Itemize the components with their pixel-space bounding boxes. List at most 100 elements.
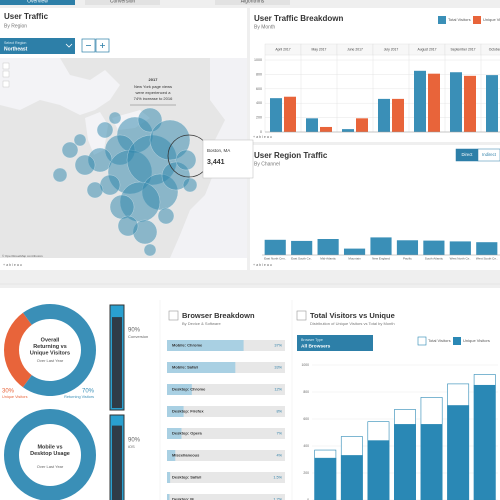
y-tick-label: 200 [303, 471, 309, 475]
panel-subtitle: Distribution of Unique Visitors vs Total… [310, 321, 395, 326]
bar [317, 239, 339, 255]
legend-label: Unique Visitors [463, 338, 490, 343]
tab-label: Algorithms [241, 0, 265, 4]
x-tick-label: South Atlantic [425, 256, 444, 260]
y-tick-label: 400 [303, 444, 309, 448]
tooltip [202, 139, 254, 179]
row-label: Desktop: Opera [172, 431, 203, 436]
panel-subtitle: By Month [254, 24, 275, 30]
value-label: 12% [274, 388, 282, 392]
annotation: were experienced a [136, 90, 172, 95]
legend-swatch [473, 16, 481, 24]
x-tick-label: Mid-Atlantic [320, 256, 336, 260]
donut-title: Unique Visitors [30, 350, 70, 356]
annotation: 2017 [149, 77, 159, 82]
tab[interactable] [0, 0, 75, 5]
row-label: Desktop: Chrome [172, 387, 206, 392]
bubble [74, 154, 96, 176]
bubble [52, 167, 68, 183]
bar [167, 406, 184, 417]
attribution: © OpenStreetMap contributors [2, 254, 43, 258]
legend-label: Total Visitors [448, 17, 471, 22]
bar [167, 340, 244, 351]
bar [167, 428, 182, 439]
y-tick-label: 1000 [301, 363, 309, 367]
bar [486, 75, 498, 132]
tab[interactable] [215, 0, 290, 5]
panel-title: Total Visitors vs Unique [310, 311, 395, 320]
y-tick-label: 0 [260, 130, 262, 134]
x-tick-label: April 2017 [275, 47, 290, 51]
value-label: 4% [277, 454, 283, 458]
donut-subtitle: Over Last Year [37, 464, 64, 469]
row-background [167, 428, 285, 439]
panel-title: User Region Traffic [254, 151, 328, 160]
row-label: Desktop: Firefox [172, 409, 204, 414]
x-tick-label: October 2017 [489, 47, 500, 51]
x-tick-label: East North Cen.. [264, 256, 286, 260]
donut-subtitle: Over Last Year [37, 358, 64, 363]
value-label: 37% [274, 344, 282, 348]
bar [306, 118, 318, 132]
bar [473, 384, 496, 500]
toggle-button[interactable] [477, 148, 500, 162]
panel-title: Browser Breakdown [182, 311, 255, 320]
toggle-label: Indirect [482, 152, 497, 157]
row-background [167, 406, 285, 417]
value-label: 1.5% [273, 476, 282, 480]
dropdown-arrow [65, 43, 73, 48]
x-tick-label: East South Ce.. [291, 256, 312, 260]
region-filter[interactable] [0, 38, 75, 54]
legend-swatch [453, 337, 461, 345]
ocean [170, 58, 247, 258]
bar [291, 240, 313, 255]
y-tick-label: 800 [256, 72, 262, 76]
row-background [167, 494, 285, 500]
tooltip-label: Boston, MA [207, 148, 230, 153]
bar [314, 457, 337, 500]
bar [167, 472, 171, 483]
tooltip-value: 3,441 [207, 159, 225, 166]
bubble [73, 133, 87, 147]
bubble [143, 243, 157, 257]
bar [423, 240, 445, 255]
map-zoom[interactable] [2, 62, 10, 70]
column-header [480, 43, 500, 56]
map-home[interactable] [2, 80, 10, 88]
bubble [86, 181, 104, 199]
value-label: 7% [277, 432, 283, 436]
gauge-label: iOS [128, 444, 135, 449]
bar [340, 455, 363, 500]
category-label: Unique Visitors [2, 395, 28, 399]
bar [396, 240, 419, 255]
brand: + a b l e a u [253, 135, 272, 139]
donut-title: Returning vs [33, 344, 67, 350]
donut-ring [4, 409, 96, 500]
legend-swatch [417, 336, 427, 346]
x-tick-label: May 2017 [312, 47, 327, 51]
legend-label: Total Visitors [428, 338, 451, 343]
map-zoom[interactable] [2, 70, 10, 78]
annotation: New York page views [134, 84, 172, 89]
row-label: Miscellaneous [172, 453, 200, 458]
donut-segment [22, 304, 96, 396]
bar [367, 440, 390, 500]
y-tick-label: 800 [303, 390, 309, 394]
row-background [167, 472, 285, 483]
bar [414, 70, 426, 132]
y-tick-label: 200 [256, 116, 262, 120]
value-label: 33% [274, 366, 282, 370]
browser-filter[interactable] [297, 335, 373, 351]
bar [270, 98, 282, 132]
bar [167, 362, 236, 373]
bubbles [52, 107, 198, 257]
bubble [96, 121, 114, 139]
brand: + a b l e a u [253, 263, 272, 267]
gauge-value: 90% [128, 328, 141, 334]
bubble [175, 149, 197, 171]
tab-label: Overview [27, 0, 48, 4]
x-tick-label: West South Ce.. [476, 256, 498, 260]
tab[interactable] [85, 0, 160, 5]
